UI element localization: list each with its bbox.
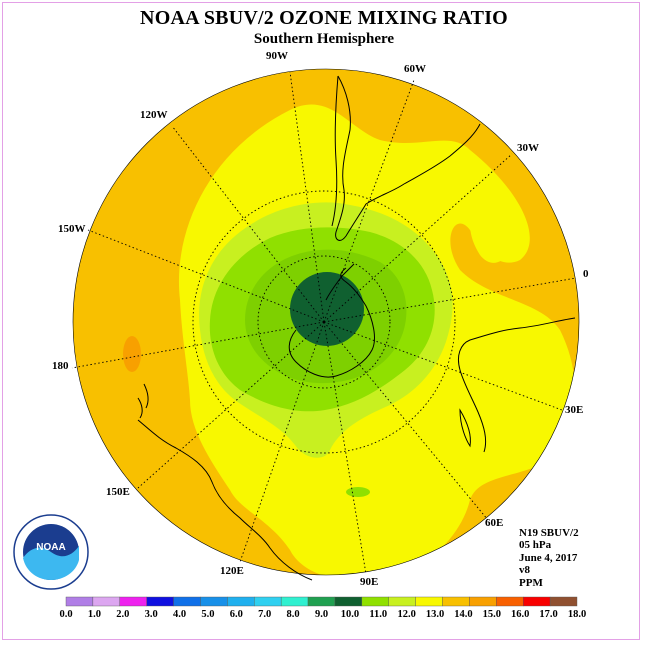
africa-coast xyxy=(457,317,576,453)
info-date: June 4, 2017 xyxy=(519,551,578,564)
antarctic-peninsula xyxy=(325,263,355,301)
colorbar-tick-label: 14.0 xyxy=(454,609,473,620)
lon-label-30w: 30W xyxy=(517,142,539,154)
info-version: v8 xyxy=(519,564,530,577)
colorbar-tick-label: 16.0 xyxy=(511,609,530,620)
colorbar-tick-label: 9.0 xyxy=(314,609,329,620)
lon-label-60e: 60E xyxy=(485,517,504,529)
new-zealand-coast xyxy=(137,383,149,419)
field-11-12-spot xyxy=(346,487,370,497)
meridian-180 xyxy=(71,321,325,369)
logo-text: NOAA xyxy=(36,542,65,553)
info-satellite: N19 SBUV/2 xyxy=(519,527,579,539)
meridian-60w xyxy=(323,79,415,323)
lon-label-150e: 150E xyxy=(106,486,130,498)
lon-label-150w: 150W xyxy=(58,223,86,235)
colorbar-tick-label: 6.0 xyxy=(229,609,243,620)
colorbar-tick-label: 3.0 xyxy=(144,609,158,620)
map-title: NOAA SBUV/2 OZONE MIXING RATIO xyxy=(140,7,508,29)
page-frame xyxy=(2,2,640,640)
latitude-ring-70s xyxy=(257,255,391,389)
field-13-14-patch xyxy=(470,209,514,263)
meridian-150e xyxy=(137,321,325,489)
lon-label-180: 180 xyxy=(52,360,69,372)
colorbar-tick-label: 13.0 xyxy=(425,609,445,620)
lon-label-90w: 90W xyxy=(266,50,288,62)
map-border xyxy=(72,68,580,576)
lon-label-90e: 90E xyxy=(360,576,379,588)
colorbar-tick-label: 10.0 xyxy=(340,609,360,620)
colorbar-tick-label: 5.0 xyxy=(201,609,215,620)
lon-label-60w: 60W xyxy=(404,63,426,75)
colorbar-tick-label: 4.0 xyxy=(172,609,187,620)
colorbar-tick-label: 18.0 xyxy=(567,609,587,620)
lon-label-0: 0 xyxy=(583,268,589,280)
info-level: 05 hPa xyxy=(519,539,552,552)
south-america-west-coast xyxy=(331,75,339,227)
south-america-coast xyxy=(335,75,481,241)
colorbar-tick-label: 7.0 xyxy=(258,609,272,620)
australia-coast xyxy=(137,419,313,581)
meridian-120w xyxy=(171,125,325,323)
ozone-field xyxy=(73,69,579,575)
colorbar-tick-label: 8.0 xyxy=(286,609,300,620)
colorbar-tick-label: 0.0 xyxy=(59,609,73,620)
antarctica-coast xyxy=(288,267,375,378)
coastlines xyxy=(137,75,576,581)
info-units: PPM xyxy=(519,576,543,589)
graticule xyxy=(71,71,577,575)
meridian-90e xyxy=(323,321,367,575)
map-subtitle: Southern Hemisphere xyxy=(253,31,395,47)
noaa-logo: NOAA xyxy=(13,514,89,590)
colorbar-tick-label: 12.0 xyxy=(397,609,416,620)
colorbar-tick-label: 17.0 xyxy=(539,609,558,620)
field-9-10 xyxy=(290,272,364,346)
colorbar-tick-label: 11.0 xyxy=(369,609,388,620)
lon-label-30e: 30E xyxy=(565,404,584,416)
lon-label-120e: 120E xyxy=(220,565,244,577)
field-15-16-spot xyxy=(123,336,141,372)
meridian-60e xyxy=(323,321,489,521)
colorbar-tick-label: 1.0 xyxy=(87,609,101,620)
lon-label-120w: 120W xyxy=(140,109,168,121)
meridian-0 xyxy=(323,277,577,323)
info-block: N19 SBUV/2 05 hPa June 4, 2017 v8 PPM xyxy=(519,527,579,589)
latitude-ring-50s xyxy=(192,190,456,454)
colorbar-tick-label: 15.0 xyxy=(482,609,502,620)
logo-wave xyxy=(23,546,79,580)
madagascar-coast xyxy=(459,408,471,448)
colorbar-tick-label: 2.0 xyxy=(116,609,130,620)
